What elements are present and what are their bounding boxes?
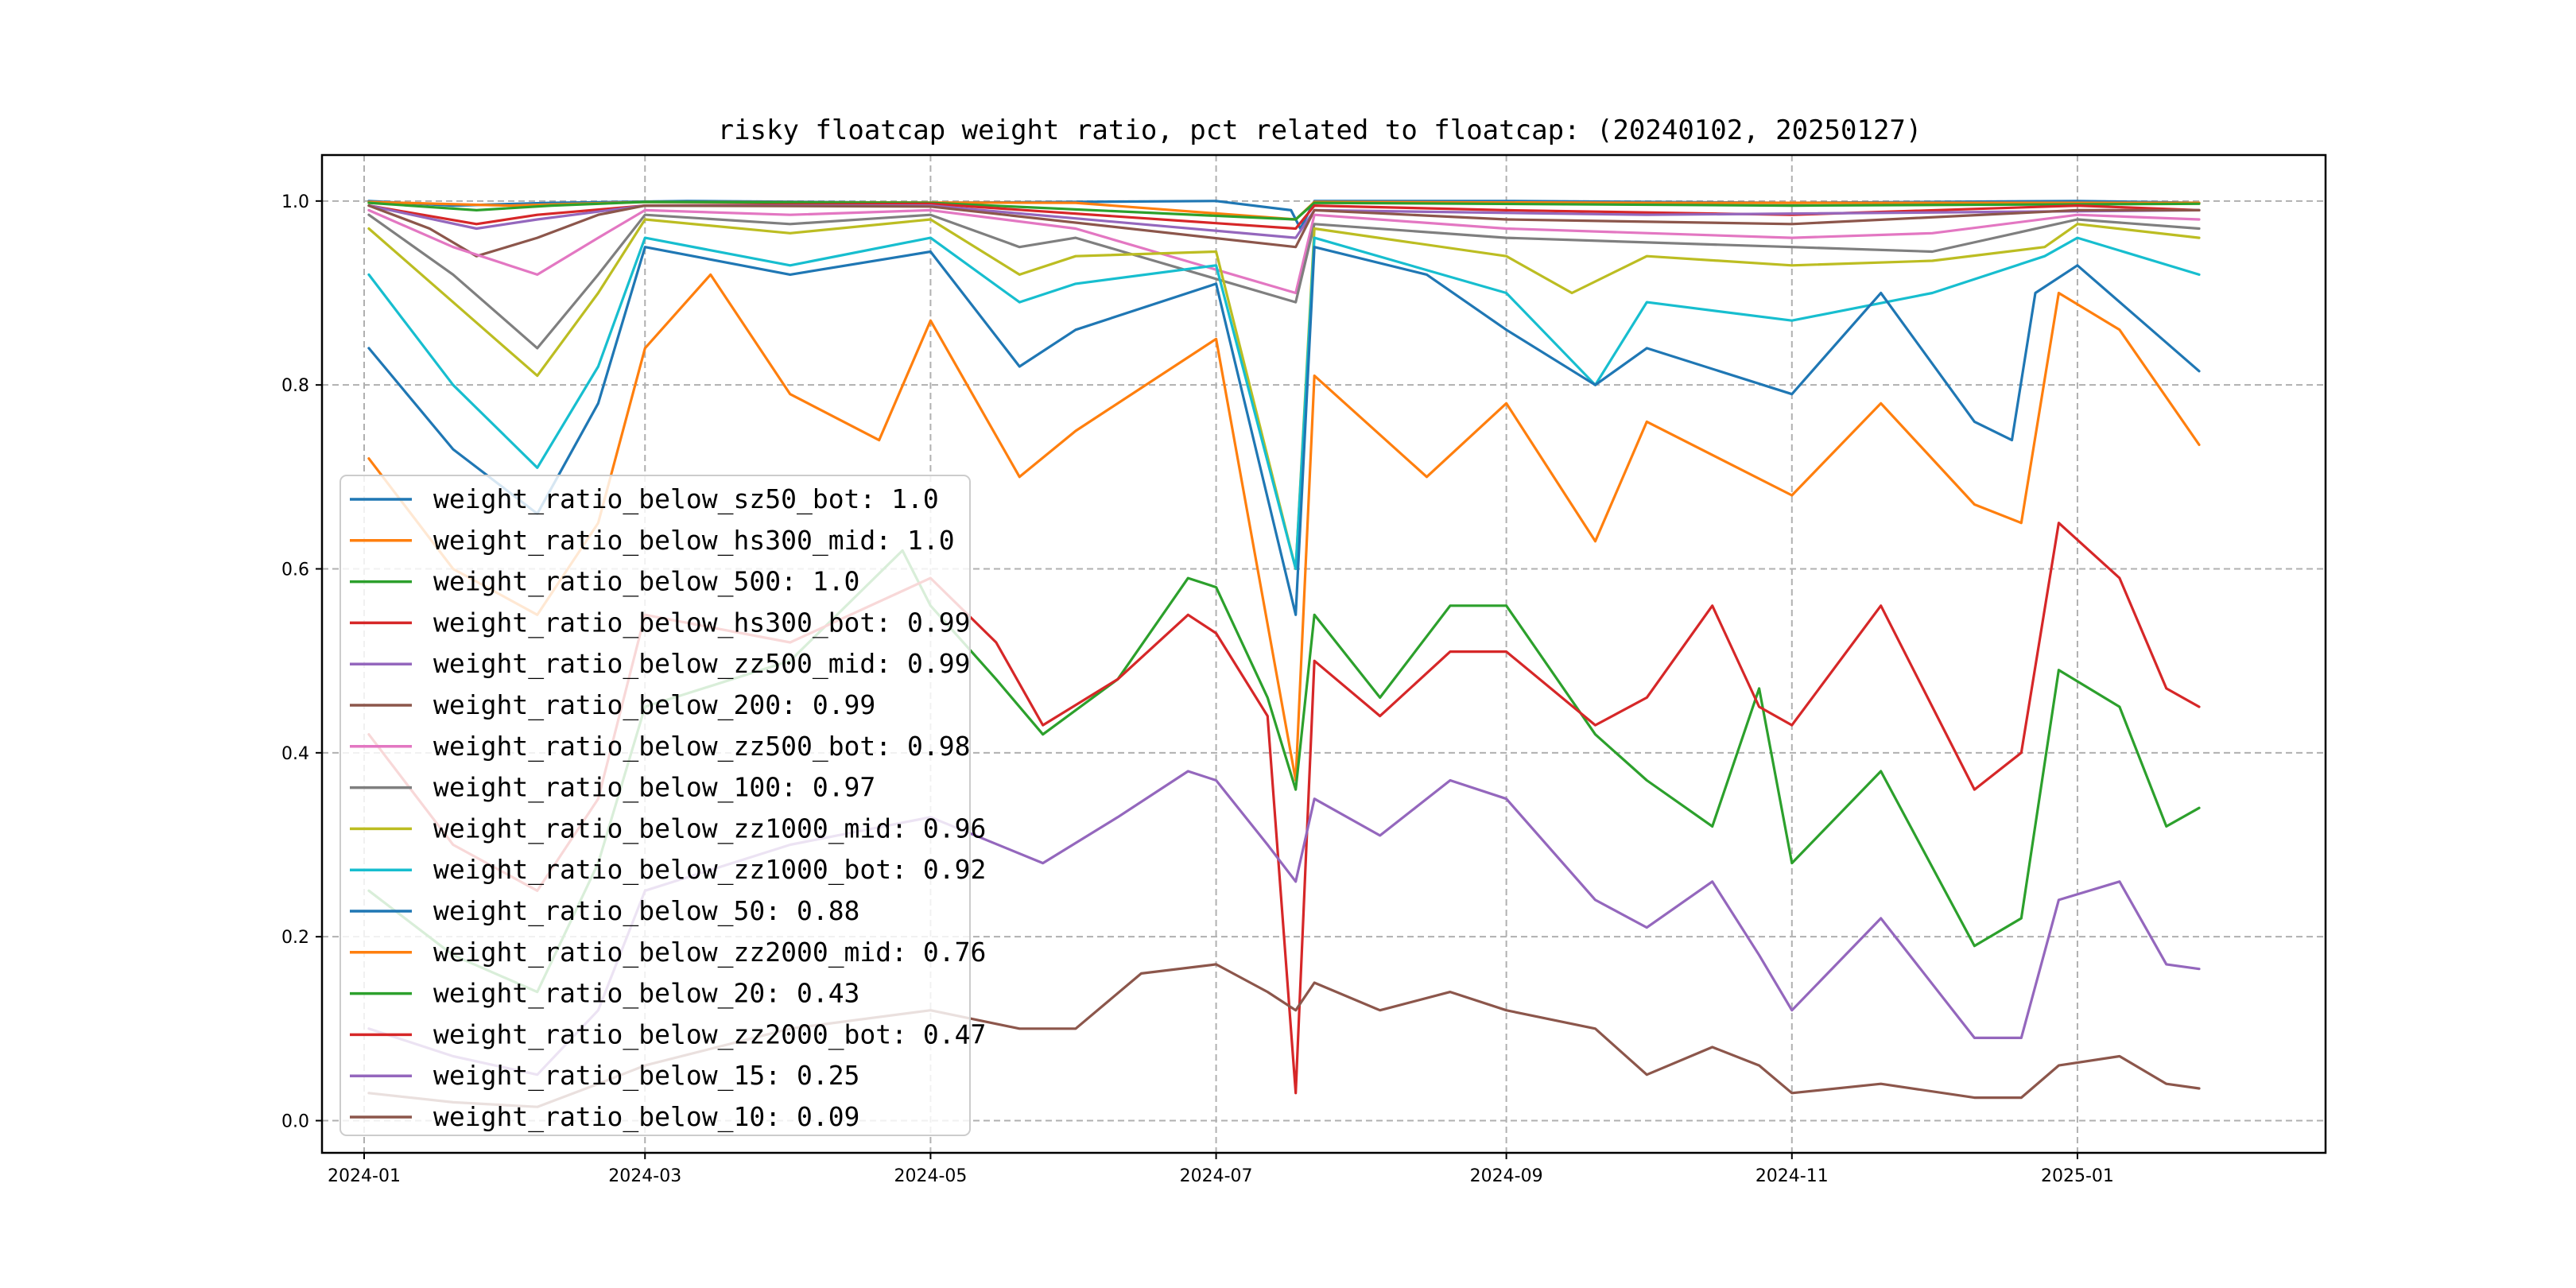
y-tick-label: 0.6 xyxy=(281,561,309,580)
x-tick-label: 2024-11 xyxy=(1755,1166,1829,1186)
x-tick-label: 2025-01 xyxy=(2041,1166,2114,1186)
legend-entry: weight_ratio_below_zz500_bot: 0.98 xyxy=(433,731,971,762)
series-line-10 xyxy=(367,236,2201,571)
plot-frame xyxy=(320,153,2327,1154)
series-line-2 xyxy=(367,200,2201,221)
legend-entry: weight_ratio_below_zz500_mid: 0.99 xyxy=(433,648,971,680)
legend-entry: weight_ratio_below_zz2000_bot: 0.47 xyxy=(433,1018,986,1050)
series-line-9 xyxy=(367,218,2201,571)
y-tick-label: 0.0 xyxy=(281,1112,309,1132)
legend-entry: weight_ratio_below_200: 0.99 xyxy=(433,689,875,721)
series-line-11 xyxy=(367,246,2201,616)
legend-entry: weight_ratio_below_100: 0.97 xyxy=(433,772,875,804)
legend-entry: weight_ratio_below_zz1000_mid: 0.96 xyxy=(433,813,986,844)
y-tick-label: 0.2 xyxy=(281,928,309,948)
legend-box xyxy=(339,475,971,1136)
x-tick-label: 2024-07 xyxy=(1180,1166,1253,1186)
x-tick-label: 2024-01 xyxy=(328,1166,401,1186)
x-tick-label: 2024-03 xyxy=(608,1166,681,1186)
x-tick-label: 2024-09 xyxy=(1470,1166,1543,1186)
ticks: 0.0 0.2 0.4 0.6 0.8 1.0 2024-01 2024-03 2024-05 2… xyxy=(281,192,2114,1186)
series-line-6 xyxy=(367,204,2201,258)
series-line-7 xyxy=(367,208,2201,295)
y-tick-label: 1.0 xyxy=(281,192,309,212)
legend-entry: weight_ratio_below_50: 0.88 xyxy=(433,895,859,927)
legend-entry: weight_ratio_below_hs300_mid: 1.0 xyxy=(433,525,955,557)
legend-entry: weight_ratio_below_20: 0.43 xyxy=(433,978,859,1010)
y-tick-label: 0.8 xyxy=(281,376,309,396)
legend-entry: weight_ratio_below_hs300_bot: 0.99 xyxy=(433,607,971,638)
legend-entry: weight_ratio_below_500: 1.0 xyxy=(433,566,859,598)
legend-entry: weight_ratio_below_sz50_bot: 1.0 xyxy=(433,483,939,515)
legend-entry: weight_ratio_below_15: 0.25 xyxy=(433,1060,859,1092)
legend: weight_ratio_below_sz50_bot: 1.0 weight_r… xyxy=(339,475,986,1136)
series-line-8 xyxy=(367,213,2201,350)
legend-entry: weight_ratio_below_zz1000_bot: 0.92 xyxy=(433,854,986,886)
x-tick-label: 2024-05 xyxy=(894,1166,967,1186)
y-tick-label: 0.4 xyxy=(281,744,309,764)
chart-title: risky floatcap weight ratio, pct related… xyxy=(718,114,1922,146)
legend-entry: weight_ratio_below_10: 0.09 xyxy=(433,1101,859,1133)
legend-entry: weight_ratio_below_zz2000_mid: 0.76 xyxy=(433,937,986,968)
